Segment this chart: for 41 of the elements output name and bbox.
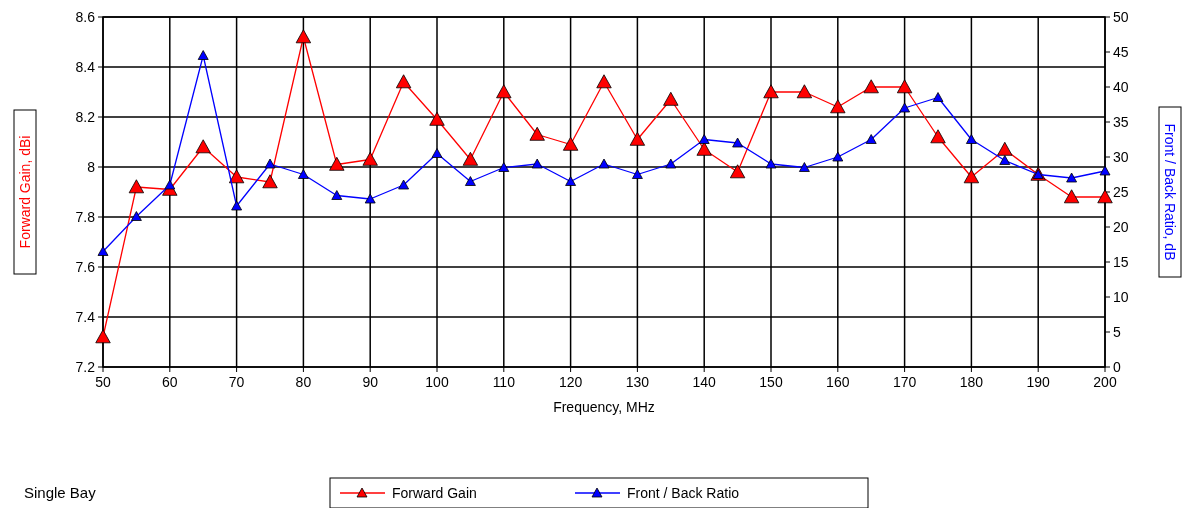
x-tick-label: 100 [425, 374, 449, 390]
y-tick-label: 8.2 [75, 109, 96, 125]
y2-tick-label: 0 [1113, 359, 1121, 375]
y-tick-label: 7.2 [75, 359, 96, 375]
y-tick-label: 7.8 [75, 209, 96, 225]
x-tick-label: 120 [558, 374, 583, 390]
y2-tick-label: 45 [1113, 44, 1129, 60]
x-tick-label: 70 [228, 374, 245, 390]
x-axis-title: Frequency, MHz [553, 399, 655, 415]
y2-tick-label: 10 [1113, 289, 1129, 305]
x-tick-label: 200 [1093, 374, 1117, 390]
text: Single Bay [24, 484, 97, 501]
x-tick-label: 190 [1026, 374, 1051, 390]
y2-tick-label: 25 [1113, 184, 1129, 200]
y-axis-title: Forward Gain, dBi [17, 135, 33, 249]
x-tick-label: 130 [625, 374, 650, 390]
x-tick-label: 90 [362, 374, 379, 390]
x-tick-label: 140 [692, 374, 717, 390]
y-tick-label: 7.4 [75, 309, 96, 325]
y2-tick-label: 5 [1113, 324, 1121, 340]
x-tick-label: 160 [826, 374, 850, 390]
x-tick-label: 60 [162, 374, 178, 390]
y2-tick-label: 15 [1113, 254, 1129, 270]
y-tick-label: 8 [87, 159, 96, 175]
y-tick-label: 8.6 [75, 9, 96, 25]
x-tick-label: 80 [295, 374, 312, 390]
x-tick-label: 50 [95, 374, 111, 390]
y-tick-label: 8.4 [75, 59, 96, 75]
x-tick-label: 150 [759, 374, 783, 390]
x-tick-label: 180 [959, 374, 984, 390]
x-tick-label: 170 [892, 374, 917, 390]
y2-tick-label: 30 [1113, 149, 1129, 165]
legend-label: Front / Back Ratio [627, 485, 740, 501]
y2-tick-label: 20 [1113, 219, 1129, 235]
y2-tick-label: 40 [1113, 79, 1129, 95]
legend-label: Forward Gain [392, 485, 477, 501]
x-tick-label: 110 [492, 374, 516, 390]
y2-axis-title: Front / Back Ratio, dB [1162, 123, 1178, 261]
y-tick-label: 7.6 [75, 259, 96, 275]
y2-tick-label: 35 [1113, 114, 1129, 130]
y2-tick-label: 50 [1113, 9, 1129, 25]
